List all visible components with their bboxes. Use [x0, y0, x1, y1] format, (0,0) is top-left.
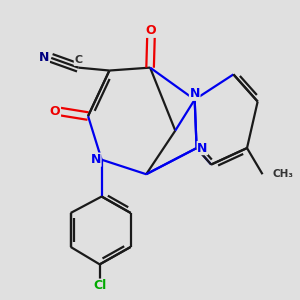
- Text: N: N: [91, 153, 101, 166]
- Text: CH₃: CH₃: [273, 169, 294, 179]
- Text: O: O: [146, 24, 156, 37]
- Text: N: N: [39, 51, 49, 64]
- Text: C: C: [74, 56, 83, 65]
- Text: N: N: [190, 87, 200, 100]
- Text: O: O: [50, 105, 60, 118]
- Text: N: N: [197, 142, 208, 154]
- Text: Cl: Cl: [93, 279, 106, 292]
